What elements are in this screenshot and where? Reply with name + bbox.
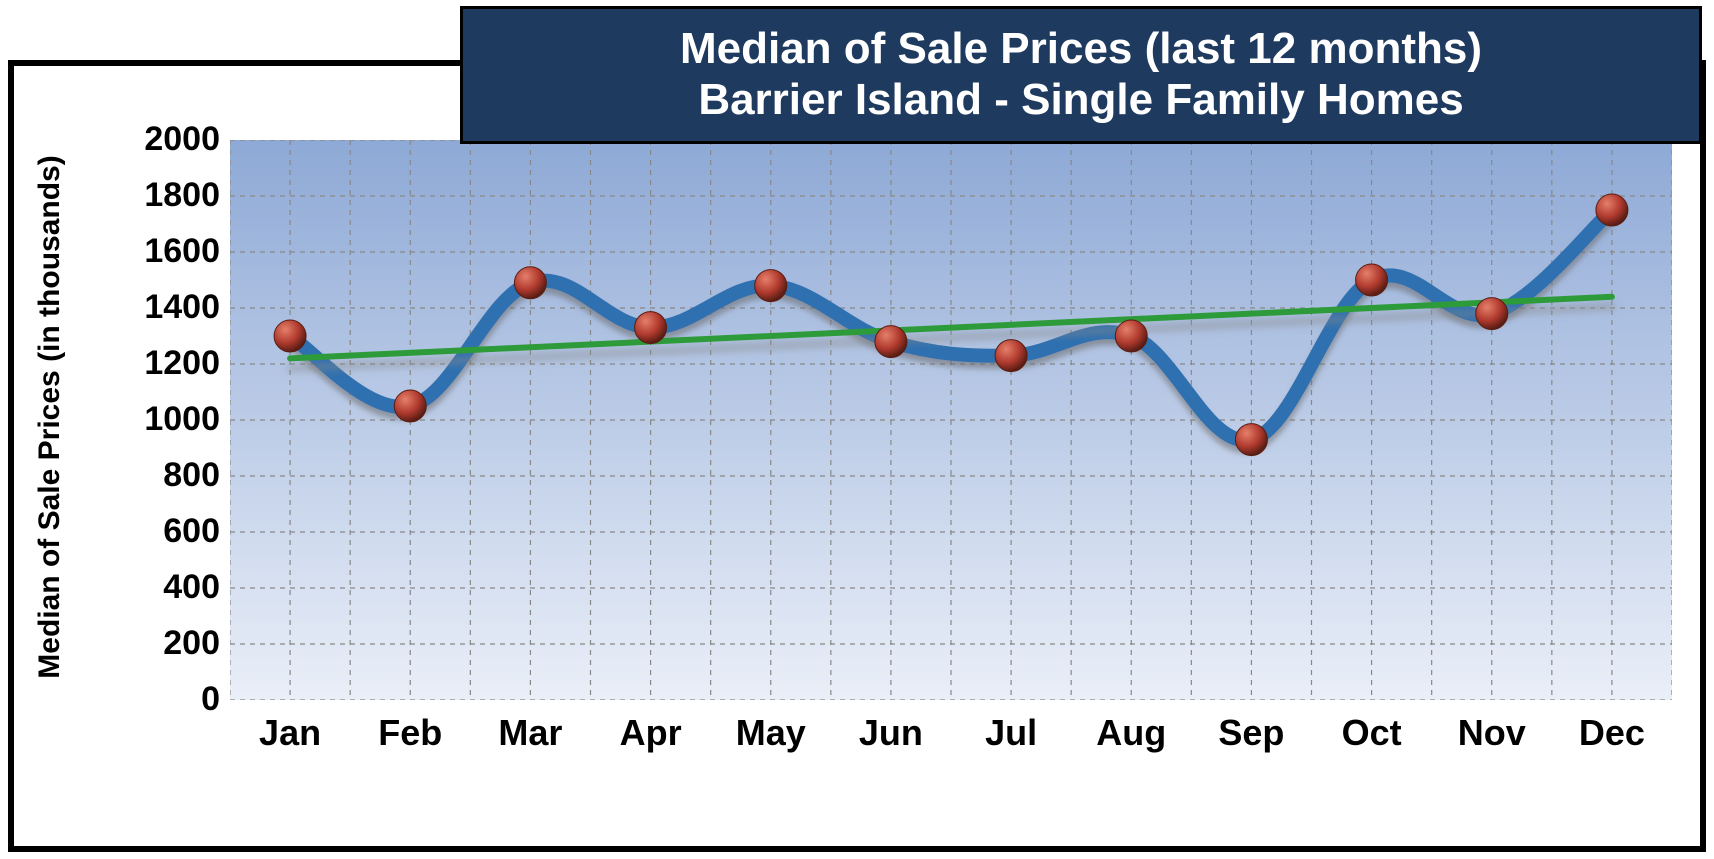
- y-tick-label: 1800: [100, 176, 220, 215]
- x-tick-label: Sep: [1191, 712, 1311, 754]
- data-marker: [995, 340, 1027, 372]
- x-tick-label: Jul: [951, 712, 1071, 754]
- data-marker: [635, 312, 667, 344]
- y-axis-title: Median of Sale Prices (in thousands): [33, 117, 67, 717]
- chart-title-line2: Barrier Island - Single Family Homes: [463, 75, 1699, 126]
- y-tick-label: 1000: [100, 400, 220, 439]
- x-tick-label: Oct: [1312, 712, 1432, 754]
- data-marker: [1115, 320, 1147, 352]
- data-marker: [514, 267, 546, 299]
- x-tick-label: May: [711, 712, 831, 754]
- x-tick-label: Aug: [1071, 712, 1191, 754]
- data-marker: [394, 390, 426, 422]
- x-tick-label: Jun: [831, 712, 951, 754]
- data-marker: [875, 326, 907, 358]
- y-tick-label: 600: [100, 512, 220, 551]
- y-tick-label: 2000: [100, 120, 220, 159]
- x-tick-label: Nov: [1432, 712, 1552, 754]
- y-tick-label: 800: [100, 456, 220, 495]
- data-marker: [1356, 264, 1388, 296]
- data-marker: [755, 270, 787, 302]
- x-tick-label: Jan: [230, 712, 350, 754]
- y-tick-label: 1600: [100, 232, 220, 271]
- x-tick-label: Apr: [591, 712, 711, 754]
- y-tick-label: 0: [100, 680, 220, 719]
- data-marker: [1596, 194, 1628, 226]
- chart-title-line1: Median of Sale Prices (last 12 months): [463, 24, 1699, 75]
- y-tick-label: 400: [100, 568, 220, 607]
- y-tick-label: 1400: [100, 288, 220, 327]
- chart-container: Median of Sale Prices (last 12 months) B…: [0, 0, 1714, 859]
- data-marker: [1235, 424, 1267, 456]
- plot-area: [230, 140, 1672, 700]
- x-tick-label: Dec: [1552, 712, 1672, 754]
- data-marker: [1476, 298, 1508, 330]
- x-tick-label: Mar: [470, 712, 590, 754]
- chart-title-box: Median of Sale Prices (last 12 months) B…: [460, 6, 1702, 144]
- data-marker: [274, 320, 306, 352]
- y-tick-label: 1200: [100, 344, 220, 383]
- x-tick-label: Feb: [350, 712, 470, 754]
- y-tick-label: 200: [100, 624, 220, 663]
